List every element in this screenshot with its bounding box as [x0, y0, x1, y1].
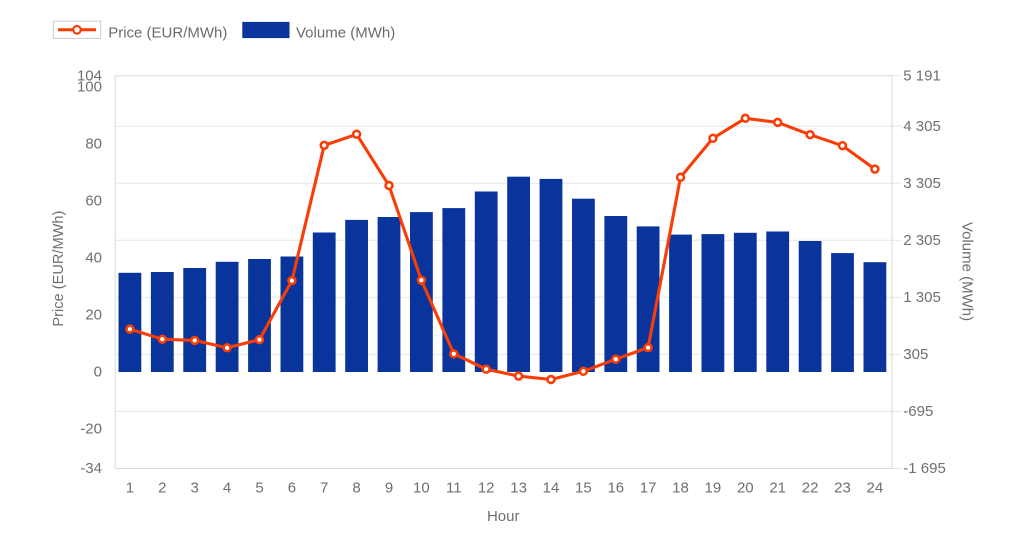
svg-text:3: 3 — [191, 480, 199, 497]
svg-text:305: 305 — [903, 346, 928, 363]
svg-text:8: 8 — [352, 480, 360, 497]
svg-text:100: 100 — [77, 79, 102, 96]
svg-text:20: 20 — [737, 480, 754, 497]
svg-text:-1 695: -1 695 — [903, 460, 946, 477]
svg-text:-20: -20 — [80, 420, 102, 437]
svg-text:Price (EUR/MWh): Price (EUR/MWh) — [108, 24, 227, 41]
svg-text:-695: -695 — [903, 403, 933, 420]
svg-text:5: 5 — [255, 480, 263, 497]
svg-text:19: 19 — [705, 480, 722, 497]
svg-text:3 305: 3 305 — [903, 175, 941, 192]
svg-text:80: 80 — [85, 136, 102, 153]
svg-text:10: 10 — [413, 480, 430, 497]
svg-text:4: 4 — [223, 480, 231, 497]
svg-text:60: 60 — [85, 193, 102, 210]
svg-text:6: 6 — [288, 480, 296, 497]
svg-text:1: 1 — [126, 480, 134, 497]
svg-text:Volume (MWh): Volume (MWh) — [296, 24, 395, 41]
svg-text:23: 23 — [834, 480, 851, 497]
svg-text:Price (EUR/MWh): Price (EUR/MWh) — [51, 211, 67, 327]
svg-text:-34: -34 — [80, 460, 102, 477]
svg-text:7: 7 — [320, 480, 328, 497]
svg-text:4 305: 4 305 — [903, 118, 941, 135]
svg-text:2 305: 2 305 — [903, 232, 941, 249]
svg-text:16: 16 — [607, 480, 624, 497]
svg-text:20: 20 — [85, 307, 102, 324]
svg-text:12: 12 — [478, 480, 495, 497]
svg-text:0: 0 — [94, 363, 102, 380]
svg-text:14: 14 — [543, 480, 560, 497]
svg-text:22: 22 — [802, 480, 819, 497]
svg-text:Volume (MWh): Volume (MWh) — [959, 222, 976, 321]
svg-text:24: 24 — [867, 480, 884, 497]
svg-text:40: 40 — [85, 250, 102, 267]
svg-text:18: 18 — [672, 480, 689, 497]
svg-text:1 305: 1 305 — [903, 289, 941, 306]
svg-text:5 191: 5 191 — [903, 67, 941, 84]
svg-text:Hour: Hour — [487, 508, 520, 525]
svg-text:104: 104 — [77, 67, 102, 84]
svg-text:21: 21 — [769, 480, 786, 497]
svg-text:13: 13 — [510, 480, 527, 497]
svg-text:17: 17 — [640, 480, 657, 497]
svg-text:11: 11 — [446, 480, 462, 497]
svg-text:2: 2 — [158, 480, 166, 497]
svg-text:9: 9 — [385, 480, 393, 497]
svg-text:15: 15 — [575, 480, 592, 497]
